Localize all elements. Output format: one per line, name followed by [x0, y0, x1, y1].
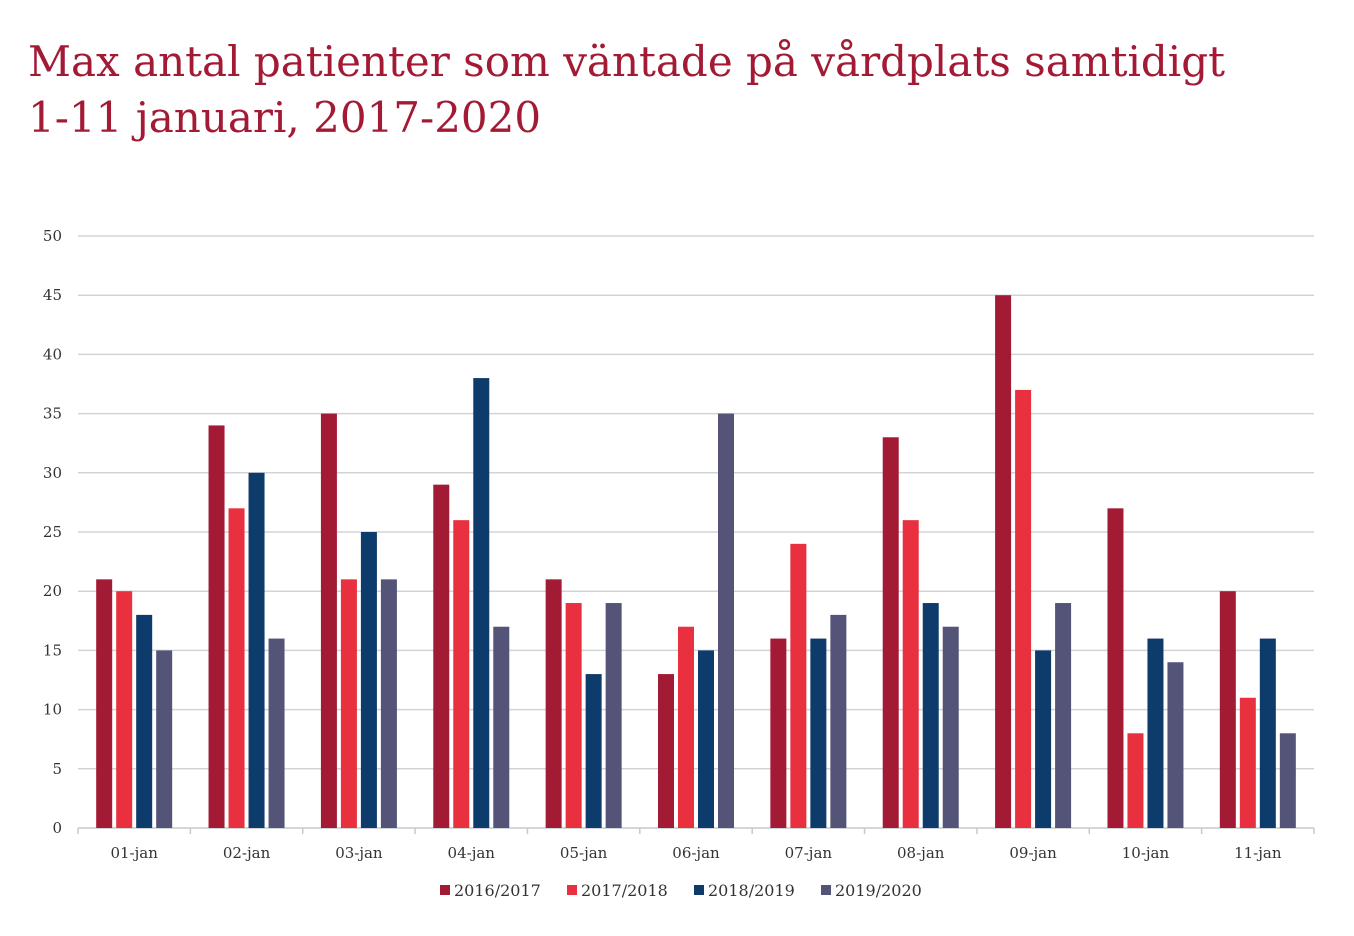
x-tick-label: 07-jan — [785, 844, 833, 862]
bar — [902, 520, 919, 828]
y-tick-label: 10 — [43, 701, 62, 719]
y-tick-label: 45 — [43, 286, 62, 304]
bar — [770, 638, 787, 828]
y-tick-label: 35 — [43, 405, 62, 423]
bar — [156, 650, 173, 828]
y-tick-label: 30 — [43, 464, 62, 482]
bar — [493, 626, 510, 828]
chart-title-line-2: 1-11 januari, 2017-2020 — [28, 93, 542, 142]
bar — [208, 425, 225, 828]
x-tick-label: 10-jan — [1122, 844, 1170, 862]
bar — [1107, 508, 1124, 828]
x-tick-label: 05-jan — [560, 844, 608, 862]
legend-label: 2019/2020 — [835, 881, 922, 900]
x-tick-label: 06-jan — [672, 844, 720, 862]
bar — [1015, 389, 1032, 828]
y-tick-label: 20 — [43, 582, 62, 600]
bar — [340, 579, 357, 828]
bar — [1035, 650, 1052, 828]
chart-title: Max antal patienter som väntade på vårdp… — [28, 34, 1225, 146]
chart-title-line-1: Max antal patienter som väntade på vårdp… — [28, 37, 1225, 86]
x-tick-label: 08-jan — [897, 844, 945, 862]
bar — [922, 603, 939, 828]
bar — [268, 638, 285, 828]
legend-swatch — [567, 885, 577, 895]
bar — [1239, 697, 1256, 828]
bar — [882, 437, 899, 828]
x-tick-label: 03-jan — [335, 844, 383, 862]
y-tick-label: 25 — [43, 523, 62, 541]
bar — [453, 520, 470, 828]
bar — [433, 484, 450, 828]
legend-swatch — [821, 885, 831, 895]
x-tick-label: 01-jan — [110, 844, 158, 862]
bar — [995, 295, 1012, 828]
y-tick-label: 15 — [43, 641, 62, 659]
bar — [380, 579, 397, 828]
bar — [360, 532, 377, 828]
x-tick-label: 11-jan — [1234, 844, 1282, 862]
bar — [1259, 638, 1276, 828]
legend-label: 2018/2019 — [708, 881, 795, 900]
legend-swatch — [694, 885, 704, 895]
bar — [1055, 603, 1072, 828]
bar — [545, 579, 562, 828]
y-tick-label: 50 — [43, 227, 62, 245]
bar — [1167, 662, 1184, 828]
y-tick-label: 40 — [43, 345, 62, 363]
bar — [473, 378, 490, 828]
bar — [320, 413, 337, 828]
x-tick-label: 09-jan — [1009, 844, 1057, 862]
bar — [1279, 733, 1296, 828]
bar — [1219, 591, 1236, 828]
bar — [678, 626, 694, 828]
bar — [718, 413, 734, 828]
bar — [790, 543, 807, 828]
bar — [248, 472, 265, 828]
y-tick-label: 5 — [52, 760, 62, 778]
legend-swatch — [440, 885, 450, 895]
bar — [658, 674, 674, 828]
bar — [136, 614, 153, 828]
bar — [942, 626, 959, 828]
y-tick-label: 0 — [52, 819, 62, 837]
bar — [565, 603, 582, 828]
bar — [810, 638, 827, 828]
bar — [116, 591, 133, 828]
bar — [585, 674, 602, 828]
bar — [830, 614, 847, 828]
x-tick-label: 04-jan — [448, 844, 496, 862]
bar — [228, 508, 245, 828]
bar — [96, 579, 113, 828]
bar — [605, 603, 622, 828]
bar — [1127, 733, 1144, 828]
legend-label: 2016/2017 — [454, 881, 541, 900]
legend-label: 2017/2018 — [581, 881, 668, 900]
bar — [698, 650, 714, 828]
bar — [1147, 638, 1164, 828]
x-tick-label: 02-jan — [223, 844, 271, 862]
